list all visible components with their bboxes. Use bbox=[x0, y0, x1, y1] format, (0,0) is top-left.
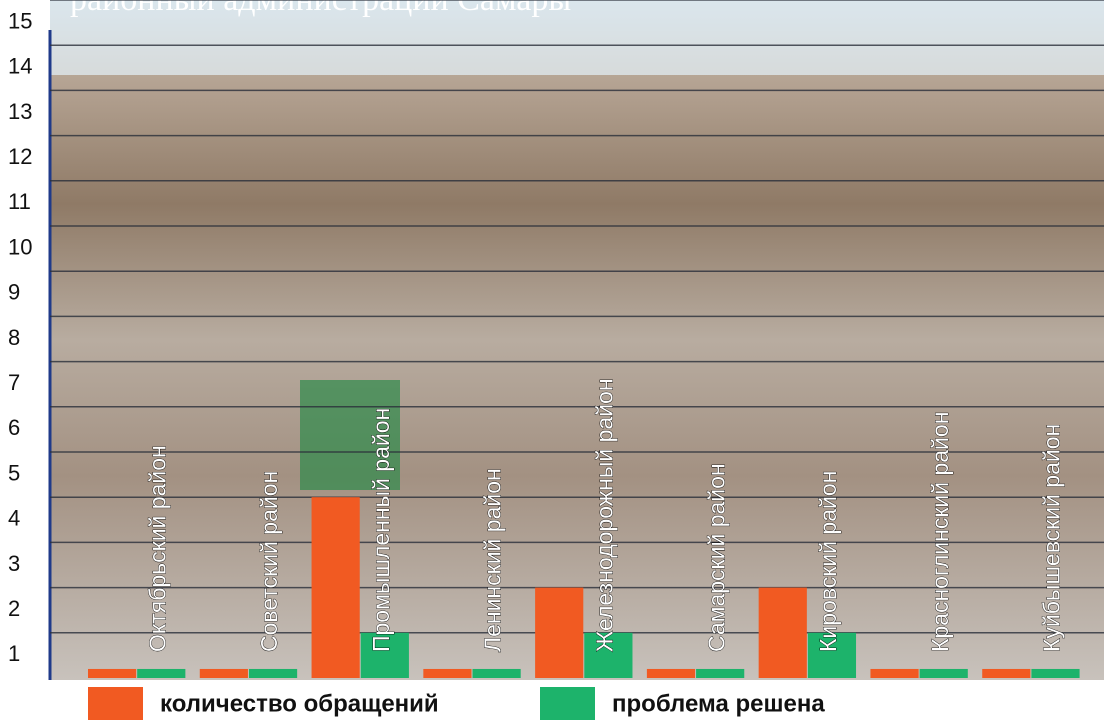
y-tick-label: 2 bbox=[8, 596, 20, 621]
y-tick-label: 5 bbox=[8, 460, 20, 485]
category-label: Самарский район bbox=[703, 463, 729, 652]
category-label: Куйбышевский район bbox=[1039, 424, 1065, 652]
bar bbox=[423, 669, 471, 678]
bar bbox=[1031, 669, 1079, 678]
page: {"chart_data": {"type": "bar", "title": … bbox=[0, 0, 1104, 723]
bar bbox=[473, 669, 521, 678]
bar bbox=[647, 669, 695, 678]
bar bbox=[759, 588, 807, 678]
legend-label: проблема решена bbox=[612, 690, 825, 717]
legend-swatch bbox=[88, 687, 143, 720]
bar bbox=[88, 669, 136, 678]
y-tick-label: 15 bbox=[8, 8, 32, 33]
category-label: Железнодорожный район bbox=[592, 378, 618, 652]
category-label: Промышленный район bbox=[368, 408, 394, 652]
bar bbox=[696, 669, 744, 678]
bar bbox=[312, 497, 360, 678]
bar bbox=[137, 669, 185, 678]
y-tick-label: 4 bbox=[8, 506, 20, 531]
y-tick-label: 11 bbox=[8, 189, 31, 214]
category-label: Советский район bbox=[256, 471, 282, 652]
chart-title: районный администраций Самары bbox=[70, 0, 571, 18]
bar bbox=[870, 669, 918, 678]
y-tick-label: 7 bbox=[8, 370, 20, 395]
category-label: Октябрьский район bbox=[144, 445, 170, 652]
y-tick-label: 14 bbox=[8, 54, 32, 79]
y-tick-label: 6 bbox=[8, 415, 20, 440]
bar bbox=[535, 588, 583, 678]
bar bbox=[982, 669, 1030, 678]
y-tick-label: 12 bbox=[8, 144, 32, 169]
category-label: Ленинский район bbox=[480, 468, 506, 652]
bar bbox=[249, 669, 297, 678]
y-tick-label: 13 bbox=[8, 99, 32, 124]
y-tick-label: 9 bbox=[8, 280, 20, 305]
chart: районный администраций Самары 1234567891… bbox=[0, 0, 1104, 723]
y-tick-label: 3 bbox=[8, 551, 20, 576]
y-tick-label: 1 bbox=[8, 641, 20, 666]
category-label: Красноглинский район bbox=[927, 412, 953, 652]
y-tick-label: 8 bbox=[8, 325, 20, 350]
bar bbox=[200, 669, 248, 678]
category-label: Кировский район bbox=[815, 471, 841, 652]
legend-swatch bbox=[540, 687, 595, 720]
bar bbox=[920, 669, 968, 678]
y-tick-label: 10 bbox=[8, 234, 32, 259]
legend-label: количество обращений bbox=[160, 690, 439, 717]
